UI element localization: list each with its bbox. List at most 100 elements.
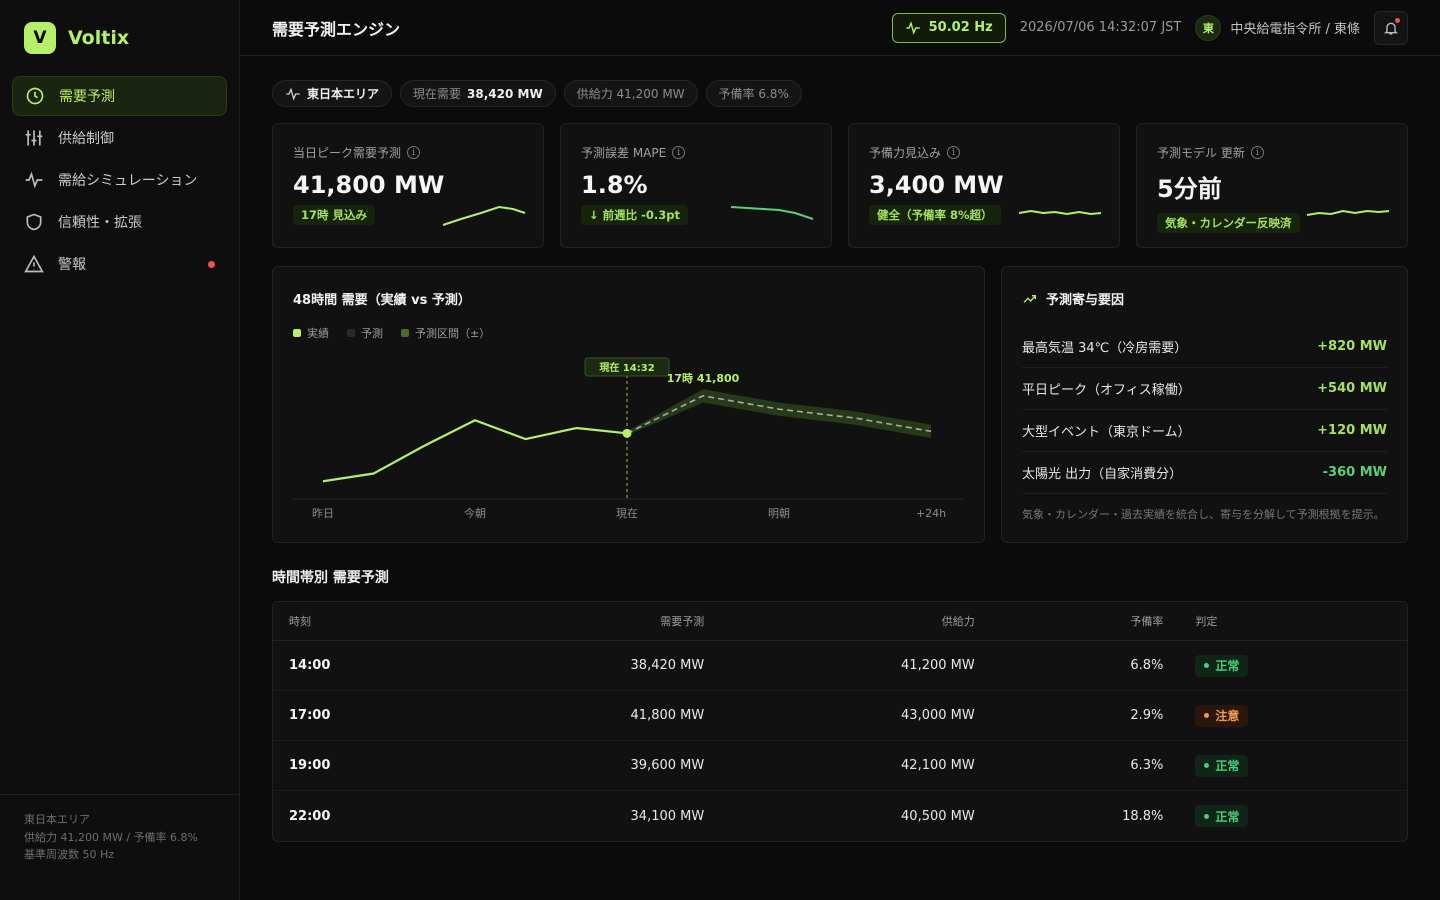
legend-label: 予測区間（±）	[415, 327, 491, 340]
factor-label: 最高気温 34℃（冷房需要）	[1022, 341, 1188, 356]
frequency-value: 50.02 Hz	[928, 20, 993, 35]
x-tick-label: 明朝	[768, 507, 790, 520]
area-chip[interactable]: 東日本エリア	[272, 80, 393, 107]
kpi-badge: 気象・カレンダー反映済	[1157, 213, 1300, 233]
cell-reserve: 18.8%	[1122, 808, 1164, 824]
now-label: 現在 14:32	[599, 361, 654, 374]
status-badge: 注意	[1195, 704, 1249, 727]
sidebar: V Voltix 需要予測 供給制御 需給シミュレーション 信頼性・拡張	[0, 0, 240, 900]
sidebar-item-label: 警報	[58, 257, 86, 273]
kpi-label: 予測モデル 更新 i	[1157, 144, 1387, 161]
kpi-row: 当日ピーク需要予測 i 41,800 MW 17時 見込み 予測誤差 MAPE i …	[272, 123, 1408, 248]
user-label: 中央給電指令所 / 東條	[1230, 22, 1360, 37]
table-row[interactable]: 17:00 41,800 MW 43,000 MW 2.9% 注意	[273, 691, 1407, 741]
legend-label: 実績	[307, 327, 329, 340]
factors-card: 予測寄与要因 最高気温 34℃（冷房需要） +820 MW 平日ピーク（オフィス稼…	[1001, 266, 1408, 543]
factor-value: +540 MW	[1317, 381, 1387, 396]
col-supply[interactable]: 供給力	[941, 615, 975, 628]
kpi-label-text: 予測モデル 更新	[1157, 146, 1245, 160]
cell-supply: 42,100 MW	[901, 758, 975, 773]
kpi-label-text: 当日ピーク需要予測	[293, 146, 402, 160]
kpi-value: 5分前	[1157, 175, 1222, 203]
cell-reserve: 6.3%	[1130, 758, 1164, 773]
cell-reserve: 6.8%	[1130, 658, 1164, 673]
kpi-badge: 17時 見込み	[293, 205, 376, 225]
frequency-indicator[interactable]: 50.02 Hz	[891, 12, 1006, 43]
factors-note: 気象・カレンダー・過去実績を統合し、寄与を分解して予測根拠を提示。	[1022, 508, 1385, 521]
info-icon[interactable]: i	[947, 146, 961, 159]
forecast-band	[627, 389, 931, 438]
col-reserve[interactable]: 予備率	[1130, 615, 1164, 628]
alert-dot	[208, 261, 215, 268]
cell-demand: 41,800 MW	[630, 708, 705, 723]
factor-value: +120 MW	[1317, 423, 1387, 438]
cell-demand: 38,420 MW	[630, 658, 705, 673]
col-status[interactable]: 判定	[1195, 615, 1218, 628]
sparkline	[1306, 209, 1390, 216]
factor-row: 最高気温 34℃（冷房需要） +820 MW	[1022, 326, 1387, 368]
cell-time: 22:00	[289, 808, 331, 824]
factor-label: 平日ピーク（オフィス稼働）	[1022, 383, 1191, 398]
sidebar-item-label: 需給シミュレーション	[58, 173, 198, 189]
kpi-label: 当日ピーク需要予測 i	[293, 144, 523, 161]
sidebar-item-supply-control[interactable]: 供給制御	[12, 118, 227, 158]
notification-button[interactable]	[1374, 10, 1408, 45]
status-badge: 正常	[1195, 805, 1249, 827]
x-tick-label: 昨日	[312, 507, 334, 520]
cell-supply: 41,200 MW	[901, 658, 975, 673]
user-menu[interactable]: 東 中央給電指令所 / 東條	[1195, 14, 1360, 41]
now-label-box	[584, 357, 670, 377]
sparkline	[1018, 209, 1102, 216]
col-time[interactable]: 時刻	[289, 615, 311, 628]
brand[interactable]: V Voltix	[0, 0, 239, 76]
table-row[interactable]: 14:00 38,420 MW 41,200 MW 6.8% 正常	[273, 641, 1407, 691]
status-dot	[1204, 763, 1210, 768]
kpi-value: 3,400 MW	[869, 171, 1004, 199]
chart-legend: 実績 予測 予測区間（±）	[293, 325, 490, 341]
x-tick-label: +24h	[916, 507, 946, 520]
cell-status: 正常	[1163, 805, 1407, 827]
info-icon[interactable]: i	[1250, 146, 1264, 159]
sidebar-footer: 東日本エリア 供給力 41,200 MW / 予備率 6.8% 基準周波数 50…	[0, 794, 239, 900]
info-icon[interactable]: i	[407, 146, 421, 159]
sidebar-item-demand-forecast[interactable]: 需要予測	[12, 76, 227, 116]
sidebar-nav: 需要予測 供給制御 需給シミュレーション 信頼性・拡張 警報	[0, 76, 239, 284]
current-point	[622, 428, 632, 438]
info-icon[interactable]: i	[672, 146, 686, 159]
cell-supply: 40,500 MW	[901, 808, 975, 824]
x-tick-label: 今朝	[464, 506, 486, 520]
status-text: 正常	[1215, 659, 1240, 673]
table-row[interactable]: 22:00 34,100 MW 40,500 MW 18.8% 正常	[273, 791, 1407, 841]
factors-title: 予測寄与要因	[1046, 293, 1125, 308]
demand-chart-card: 48時間 需要（実績 vs 予測） 実績 予測 予測区間（±） 現在 14:32…	[272, 266, 985, 543]
reserve-chip: 予備率 6.8%	[705, 80, 802, 107]
sliders-icon	[25, 130, 43, 146]
pulse-icon	[25, 171, 43, 189]
factor-label: 大型イベント（東京ドーム）	[1022, 425, 1191, 440]
legend-actual[interactable]: 実績	[293, 325, 329, 341]
sidebar-item-simulation[interactable]: 需給シミュレーション	[12, 160, 227, 200]
area-label: 東日本エリア	[307, 87, 380, 101]
cell-time: 19:00	[289, 758, 331, 773]
factors-header: 予測寄与要因	[1022, 289, 1387, 308]
forecast-table: 時刻 需要予測 供給力 予備率 判定 14:00 38,420 MW 41,20…	[272, 601, 1408, 842]
cell-time: 17:00	[289, 708, 331, 723]
table-header: 時刻 需要予測 供給力 予備率 判定	[273, 602, 1407, 641]
cell-reserve: 2.9%	[1130, 708, 1164, 723]
cell-status: 正常	[1163, 654, 1407, 677]
legend-band[interactable]: 予測区間（±）	[401, 325, 490, 341]
col-demand[interactable]: 需要予測	[660, 615, 705, 628]
peak-label: 17時 41,800	[667, 371, 740, 385]
sidebar-item-alerts[interactable]: 警報	[12, 244, 227, 284]
factor-value: -360 MW	[1322, 465, 1387, 480]
timestamp: 2026/07/06 14:32:07 JST	[1019, 20, 1182, 35]
current-demand-label: 現在需要	[413, 87, 462, 101]
sidebar-item-label: 信頼性・拡張	[58, 215, 142, 231]
cell-demand: 39,600 MW	[630, 758, 705, 773]
table-row[interactable]: 19:00 39,600 MW 42,100 MW 6.3% 正常	[273, 741, 1407, 791]
sidebar-item-reliability[interactable]: 信頼性・拡張	[12, 202, 227, 242]
legend-forecast[interactable]: 予測	[347, 325, 383, 341]
trend-up-icon	[1023, 294, 1036, 303]
content: 東日本エリア 現在需要 38,420 MW 供給力 41,200 MW 予備率 …	[240, 56, 1440, 842]
status-text: 注意	[1215, 709, 1240, 723]
